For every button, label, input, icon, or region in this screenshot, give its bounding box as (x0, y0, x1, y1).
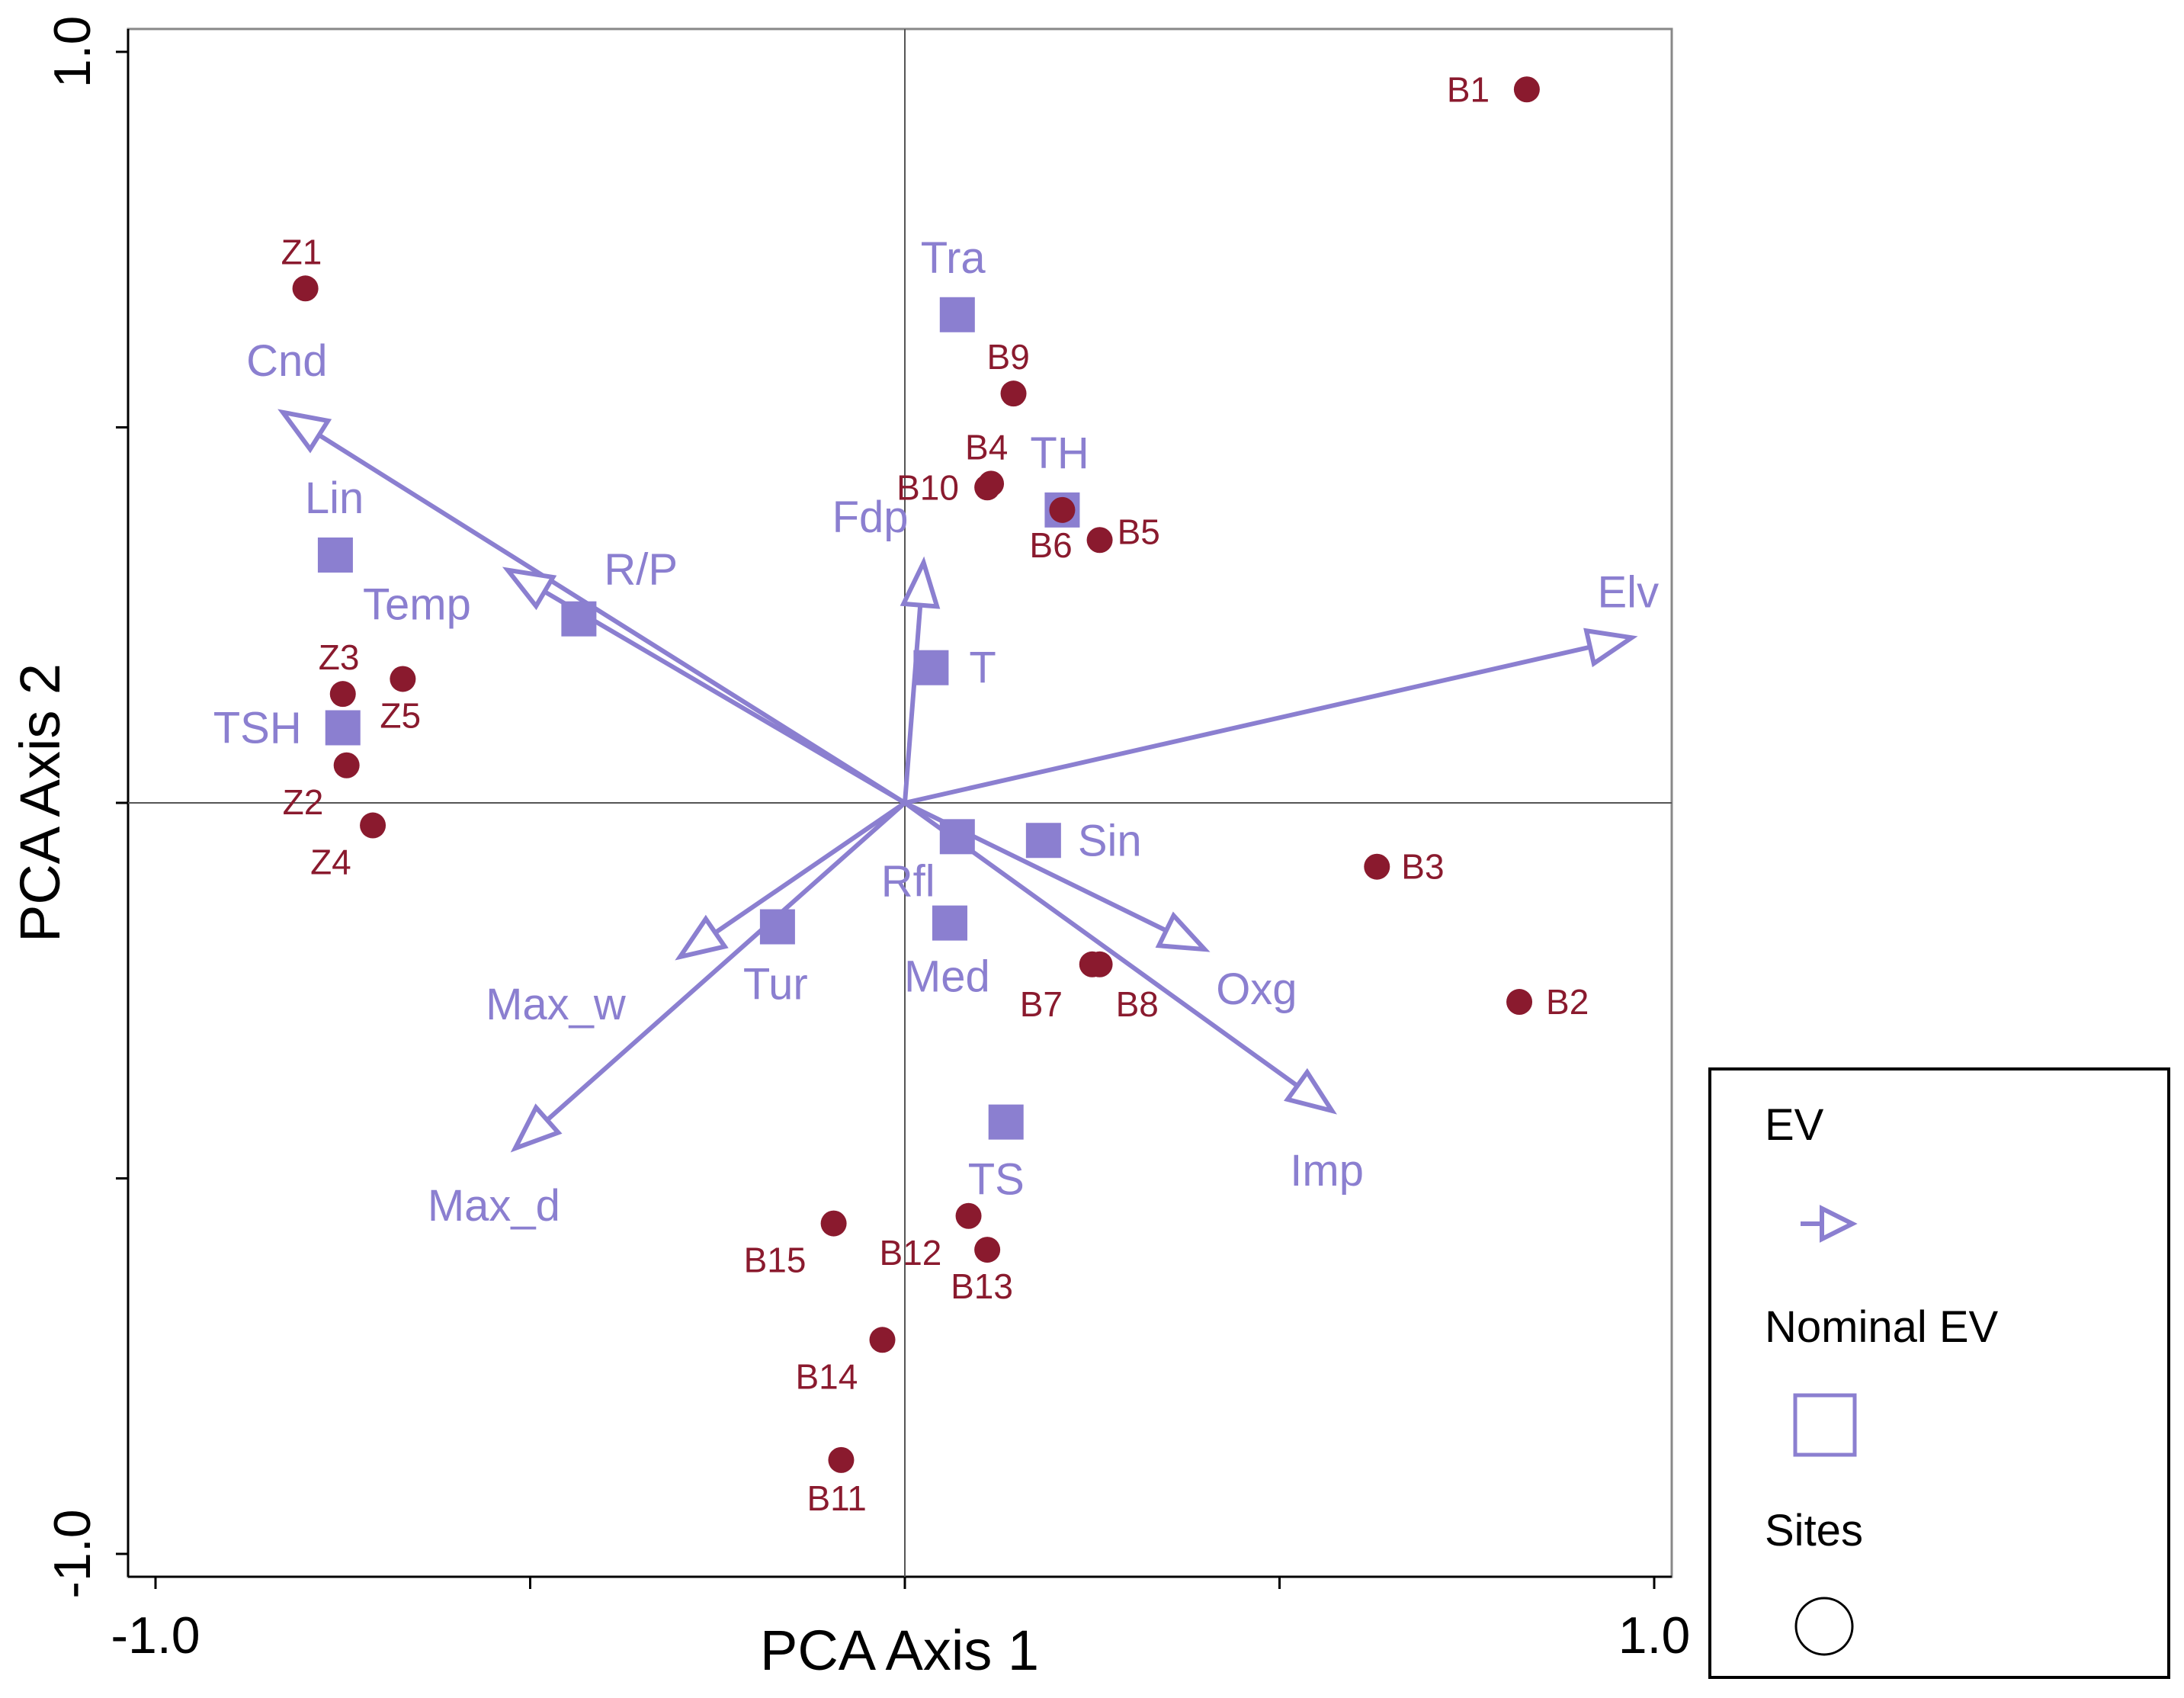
site-b6: B6 (1029, 496, 1076, 565)
site-b5: B5 (1086, 512, 1160, 554)
site-b12: B12 (880, 1202, 982, 1273)
site-z1: Z1 (281, 232, 322, 302)
nominal-ev-rfl: Rfl (881, 819, 975, 906)
site-label: Z4 (310, 843, 351, 882)
x-tick-label: 1.0 (1618, 1607, 1691, 1664)
vector-label: Max_d (428, 1181, 560, 1231)
nominal-ev-label: R/P (604, 545, 678, 595)
vector-fdp: Fdp (832, 493, 941, 804)
y-tick-label: 1.0 (43, 16, 101, 88)
legend-label-ev: EV (1765, 1100, 1824, 1150)
site-label: Z2 (283, 782, 324, 822)
site-b9: B9 (987, 337, 1030, 407)
site-z3: Z3 (319, 637, 360, 708)
site-label: B13 (951, 1266, 1013, 1306)
y-tick-label: -1.0 (43, 1509, 101, 1598)
site-z5: Z5 (380, 666, 421, 735)
site-label: B4 (965, 427, 1008, 467)
legend: EV Nominal EV Sites (1708, 1067, 2170, 1679)
site-b2: B2 (1506, 982, 1589, 1022)
vector-label: Imp (1290, 1146, 1364, 1196)
vector-elv: Elv (904, 567, 1660, 805)
vector-max-w: Max_w (486, 801, 906, 1029)
vector-max-d: Max_d (428, 801, 906, 1231)
vector-cnd: Cnd (246, 336, 906, 805)
site-z4: Z4 (310, 812, 386, 882)
site-label: Z1 (281, 232, 322, 271)
nominal-ev-lin: Lin (305, 473, 364, 573)
site-b15: B15 (744, 1210, 847, 1280)
y-axis-title: PCA Axis 2 (8, 663, 72, 942)
nominal-ev-tur: Tur (743, 909, 808, 1009)
site-label: Z5 (380, 695, 421, 735)
vector-label: Oxg (1216, 965, 1297, 1014)
vector-label: Max_w (486, 980, 627, 1029)
nominal-ev-label: TS (968, 1155, 1025, 1205)
vector-label: Temp (363, 580, 471, 630)
site-label: B5 (1118, 512, 1160, 551)
x-tick-label: -1.0 (111, 1607, 200, 1664)
nominal-ev-label: Rfl (881, 856, 935, 906)
nominal-ev-label: Tra (921, 233, 986, 283)
nominal-ev-label: Tur (743, 960, 808, 1009)
site-z2: Z2 (283, 752, 360, 822)
site-b1: B1 (1447, 69, 1540, 109)
nominal-ev-sin: Sin (1025, 816, 1142, 865)
site-label: B12 (880, 1233, 942, 1273)
nominal-ev-label: Sin (1078, 816, 1142, 865)
site-b13: B13 (951, 1237, 1013, 1306)
site-label: B15 (744, 1241, 807, 1280)
site-b8: B8 (1086, 951, 1159, 1024)
legend-square-icon (1793, 1393, 1857, 1457)
site-b10: B10 (896, 467, 1001, 507)
nominal-ev-label: Med (904, 952, 990, 1002)
vector-label: Cnd (246, 336, 327, 386)
site-label: B11 (807, 1478, 866, 1518)
legend-label-nominal-ev: Nominal EV (1765, 1302, 1999, 1352)
nominal-ev-med: Med (904, 905, 990, 1002)
site-label: B1 (1447, 69, 1490, 109)
site-label: B6 (1029, 525, 1072, 565)
legend-box (1708, 1067, 2170, 1679)
site-b14: B14 (796, 1327, 896, 1396)
legend-label-sites: Sites (1765, 1506, 1863, 1555)
site-b3: B3 (1364, 847, 1445, 887)
nominal-ev-t: T (913, 644, 996, 693)
site-label: B9 (987, 337, 1030, 377)
legend-arrow-icon (1801, 1205, 1858, 1243)
nominal-ev-label: Lin (305, 473, 364, 523)
site-label: B7 (1020, 984, 1063, 1024)
site-label: B3 (1401, 847, 1444, 887)
vector-label: Fdp (832, 493, 909, 542)
nominal-ev-label: T (969, 644, 996, 693)
vector-label: Elv (1598, 567, 1660, 617)
nominal-ev-tsh: TSH (213, 704, 361, 753)
vector-temp: Temp (363, 567, 906, 805)
nominal-ev-label: TH (1030, 429, 1089, 478)
site-label: B2 (1546, 982, 1589, 1022)
legend-circle-icon (1794, 1597, 1854, 1656)
nominal-ev-label: TSH (213, 704, 302, 753)
nominal-ev-r-p: R/P (561, 545, 678, 637)
nominal-ev-ts: TS (968, 1104, 1025, 1205)
site-label: B8 (1116, 984, 1159, 1024)
site-b11: B11 (807, 1446, 867, 1518)
site-label: Z3 (319, 637, 360, 677)
x-axis-title: PCA Axis 1 (760, 1619, 1039, 1682)
site-label: B10 (896, 467, 959, 507)
site-label: B14 (796, 1356, 858, 1396)
nominal-ev-tra: Tra (921, 233, 986, 332)
